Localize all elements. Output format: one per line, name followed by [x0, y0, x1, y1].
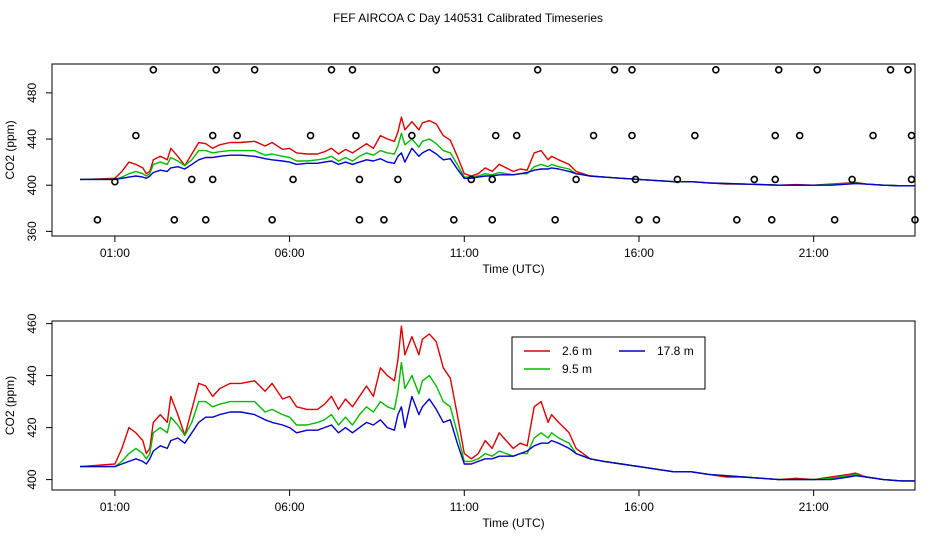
calibration-point: [450, 216, 458, 224]
calibration-point: [904, 65, 912, 74]
calibration-point: [355, 175, 364, 184]
calibration-point: [610, 65, 619, 74]
y-tick-label: 460: [25, 313, 39, 333]
calibration-point: [631, 175, 640, 184]
y-tick-label: 360: [25, 221, 39, 241]
calibration-point: [750, 175, 759, 184]
calibration-point: [572, 175, 580, 184]
x-tick-label: 11:00: [450, 246, 479, 260]
calibration-point: [589, 131, 598, 140]
x-tick-label: 01:00: [100, 246, 130, 260]
top-panel: 01:00 06:00 11:00 16:00 21:00 Time (UTC) 360 40…: [3, 63, 919, 276]
plot-frame: [51, 63, 916, 237]
plot-frame: [51, 320, 916, 491]
x-axis-title: Time (UTC): [482, 262, 544, 276]
series-line-17-8-m: [80, 395, 915, 482]
calibration-point: [795, 131, 804, 140]
calibration-point: [712, 65, 720, 74]
calibration-point: [628, 131, 636, 140]
calibration-point: [848, 175, 856, 184]
calibration-point: [488, 175, 497, 184]
calibration-point: [348, 65, 357, 74]
x-tick-label: 16:00: [624, 246, 654, 260]
calibration-point: [355, 216, 364, 224]
calibration-point: [551, 216, 559, 224]
y-axis-title: CO2 (ppm): [3, 120, 17, 179]
calibration-point: [208, 131, 217, 140]
calibration-point: [394, 175, 402, 184]
y-tick-label: 400: [25, 469, 39, 489]
x-tick-label: 21:00: [799, 500, 829, 514]
legend: 2.6 m 9.5 m 17.8 m: [511, 336, 706, 390]
calibration-point: [491, 131, 500, 140]
calibration-point: [212, 65, 221, 74]
x-tick-label: 16:00: [624, 500, 654, 514]
calibration-point: [628, 65, 636, 74]
series-line-9-5-m: [80, 361, 915, 482]
x-tick-label: 21:00: [799, 246, 829, 260]
x-axis-title: Time (UTC): [482, 516, 544, 530]
y-tick-label: 480: [25, 83, 39, 103]
calibration-point: [327, 65, 336, 74]
series-line-9-5-m: [80, 132, 915, 187]
calibration-point: [635, 216, 643, 224]
calibration-point: [380, 216, 388, 224]
plot-area: [79, 325, 915, 482]
calibration-point: [208, 175, 217, 184]
legend-label: 2.6 m: [562, 344, 592, 358]
x-tick-label: 01:00: [100, 500, 130, 514]
calibration-point: [886, 65, 895, 74]
legend-label: 9.5 m: [562, 362, 592, 376]
calibration-point: [673, 175, 682, 184]
calibration-point: [201, 216, 210, 224]
calibration-point: [93, 216, 102, 224]
plot-area: [79, 116, 915, 187]
calibration-point: [691, 131, 699, 140]
calibration-point: [467, 175, 476, 184]
x-tick-label: 06:00: [275, 500, 305, 514]
calibration-point: [813, 65, 821, 74]
calibration-point: [830, 216, 839, 224]
y-tick-label: 420: [25, 417, 39, 437]
calibration-point: [771, 175, 780, 184]
calibration-point: [652, 216, 661, 224]
x-tick-label: 06:00: [275, 246, 305, 260]
calibration-point: [733, 216, 741, 224]
bottom-panel: 01:00 06:00 11:00 16:00 21:00 Time (UTC) 400 42…: [3, 313, 916, 530]
calibration-point: [771, 131, 780, 140]
y-tick-label: 440: [25, 129, 39, 149]
calibration-point: [774, 65, 783, 74]
series-line-2-6-m: [79, 325, 915, 482]
calibration-point: [488, 216, 497, 224]
calibration-point: [306, 131, 315, 140]
series-line-17-8-m: [80, 147, 915, 187]
legend-label: 17.8 m: [657, 344, 694, 358]
y-tick-label: 440: [25, 365, 39, 385]
y-axis-title: CO2 (ppm): [3, 376, 17, 435]
calibration-point: [268, 216, 276, 224]
y-tick-label: 400: [25, 175, 39, 195]
legend-box: [511, 336, 706, 390]
calibration-point: [352, 131, 360, 140]
calibration-point: [132, 131, 140, 140]
calibration-point: [111, 177, 119, 186]
x-tick-label: 11:00: [450, 500, 479, 514]
calibration-point: [233, 131, 241, 140]
chart-title: FEF AIRCOA C Day 140531 Calibrated Times…: [333, 11, 603, 25]
calibration-point: [408, 131, 416, 140]
calibration-point: [250, 65, 259, 74]
calibration-point: [170, 216, 179, 224]
calibration-point: [432, 65, 441, 74]
calibration-point: [512, 131, 521, 140]
calibration-point: [533, 65, 542, 74]
calibration-point: [187, 175, 196, 184]
calibration-point: [911, 216, 919, 224]
calibration-point: [149, 65, 158, 74]
calibration-point: [907, 175, 916, 184]
calibration-point: [907, 131, 916, 140]
calibration-point: [289, 175, 297, 184]
calibration-point: [767, 216, 776, 224]
calibration-point: [869, 131, 877, 140]
